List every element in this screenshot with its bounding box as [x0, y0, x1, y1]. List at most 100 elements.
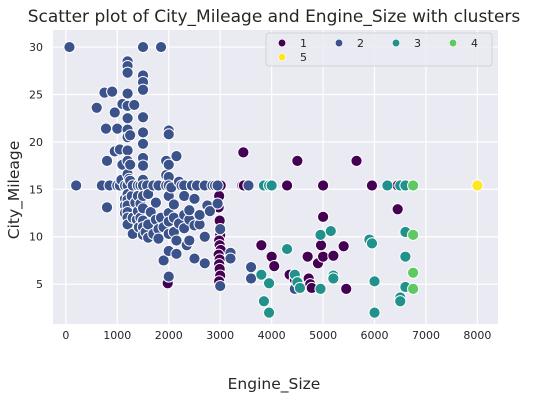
scatter-point-cluster-4 — [407, 266, 420, 279]
legend-marker-2 — [334, 38, 344, 48]
y-tick-label: 10 — [29, 231, 43, 244]
scatter-point-cluster-1 — [391, 203, 404, 216]
x-tick-label: 0 — [62, 329, 69, 342]
scatter-point-cluster-1 — [340, 282, 353, 296]
x-tick-label: 8000 — [463, 329, 491, 342]
scatter-point-cluster-2 — [121, 112, 134, 125]
legend-label-4: 4 — [471, 37, 478, 50]
scatter-point-cluster-2 — [108, 106, 121, 119]
scatter-point-cluster-2 — [244, 260, 258, 274]
scatter-point-cluster-2 — [211, 179, 224, 192]
scatter-point-cluster-2 — [162, 158, 175, 171]
scatter-point-cluster-4 — [407, 282, 420, 296]
scatter-point-cluster-2 — [136, 83, 150, 96]
scatter-point-cluster-1 — [291, 154, 304, 167]
legend-label-1: 1 — [300, 37, 307, 50]
scatter-point-cluster-2 — [162, 128, 175, 141]
scatter-point-cluster-2 — [170, 234, 183, 247]
scatter-point-cluster-2 — [106, 85, 119, 98]
scatter-point-cluster-3 — [314, 282, 327, 296]
scatter-point-cluster-2 — [211, 197, 224, 210]
scatter-point-cluster-2 — [70, 179, 83, 192]
scatter-point-cluster-2 — [121, 87, 134, 100]
scatter-point-cluster-2 — [154, 40, 168, 54]
x-axis-label: Engine_Size — [228, 375, 321, 394]
scatter-point-cluster-2 — [128, 98, 141, 112]
scatter-point-cluster-2 — [121, 144, 134, 157]
y-tick-label: 30 — [29, 41, 43, 54]
scatter-point-cluster-2 — [183, 234, 196, 247]
scatter-point-cluster-3 — [265, 179, 278, 192]
legend-label-5: 5 — [300, 51, 307, 64]
scatter-point-cluster-2 — [203, 205, 217, 218]
scatter-point-cluster-2 — [244, 272, 258, 285]
scatter-point-cluster-3 — [262, 306, 276, 319]
scatter-point-cluster-2 — [124, 158, 137, 171]
scatter-point-cluster-2 — [242, 179, 255, 192]
scatter-point-cluster-2 — [214, 223, 227, 236]
scatter-point-cluster-1 — [337, 240, 350, 253]
scatter-point-cluster-1 — [350, 154, 363, 167]
x-tick-label: 6000 — [361, 329, 389, 342]
scatter-point-cluster-3 — [255, 268, 268, 281]
legend-marker-5 — [277, 52, 287, 62]
scatter-point-cluster-1 — [280, 179, 294, 192]
chart-title: Scatter plot of City_Mileage and Engine_… — [28, 7, 521, 27]
x-tick-label: 7000 — [412, 329, 440, 342]
scatter-point-cluster-3 — [262, 277, 276, 290]
scatter-point-cluster-1 — [316, 210, 330, 223]
scatter-point-cluster-2 — [136, 40, 150, 54]
scatter-point-cluster-2 — [63, 40, 76, 54]
legend-marker-4 — [448, 38, 458, 48]
scatter-point-cluster-1 — [268, 260, 281, 273]
scatter-point-cluster-3 — [365, 237, 379, 250]
scatter-point-cluster-2 — [111, 122, 124, 135]
scatter-point-cluster-2 — [90, 101, 103, 114]
scatter-point-cluster-2 — [136, 126, 150, 139]
scatter-point-cluster-3 — [314, 228, 327, 241]
scatter-point-cluster-2 — [100, 201, 114, 214]
scatter-point-cluster-3 — [293, 281, 307, 295]
legend-marker-1 — [277, 38, 287, 48]
scatter-point-cluster-3 — [394, 295, 407, 308]
x-tick-label: 5000 — [309, 329, 337, 342]
scatter-point-cluster-5 — [471, 179, 484, 192]
legend-box — [265, 32, 493, 67]
scatter-point-cluster-2 — [188, 252, 201, 265]
scatter-point-cluster-2 — [198, 230, 211, 243]
y-tick-label: 15 — [29, 183, 43, 196]
scatter-point-cluster-3 — [381, 179, 394, 192]
scatter-point-cluster-3 — [368, 306, 381, 319]
scatter-point-cluster-1 — [237, 146, 250, 159]
scatter-point-cluster-3 — [399, 250, 412, 263]
scatter-point-cluster-2 — [100, 154, 114, 167]
scatter-point-cluster-2 — [136, 111, 150, 124]
x-tick-label: 4000 — [258, 329, 286, 342]
scatter-point-cluster-2 — [198, 257, 211, 270]
scatter-point-cluster-1 — [255, 239, 268, 252]
scatter-point-cluster-4 — [407, 228, 420, 241]
scatter-point-cluster-2 — [136, 137, 150, 150]
scatter-point-cluster-2 — [193, 208, 206, 222]
scatter-point-cluster-2 — [162, 270, 175, 283]
scatter-point-cluster-3 — [324, 224, 337, 238]
scatter-point-cluster-2 — [152, 232, 165, 245]
scatter-point-cluster-2 — [149, 196, 162, 209]
legend-label-3: 3 — [414, 37, 421, 50]
scatter-point-cluster-4 — [407, 179, 420, 192]
scatter-point-cluster-2 — [124, 129, 137, 142]
scatter-point-cluster-2 — [188, 192, 201, 205]
scatter-point-cluster-1 — [365, 179, 379, 192]
legend-marker-3 — [391, 38, 401, 48]
y-tick-label: 5 — [36, 278, 43, 291]
scatter-point-cluster-1 — [314, 239, 328, 252]
y-tick-label: 25 — [29, 88, 43, 101]
y-tick-labels: 5 10 15 20 25 30 — [29, 41, 43, 291]
scatter-point-cluster-2 — [99, 122, 113, 135]
scatter-point-cluster-2 — [136, 159, 150, 172]
scatter-point-cluster-2 — [183, 204, 196, 217]
scatter-point-cluster-2 — [167, 198, 180, 211]
y-axis-label: City_Mileage — [5, 141, 24, 240]
x-tick-label: 3000 — [206, 329, 234, 342]
